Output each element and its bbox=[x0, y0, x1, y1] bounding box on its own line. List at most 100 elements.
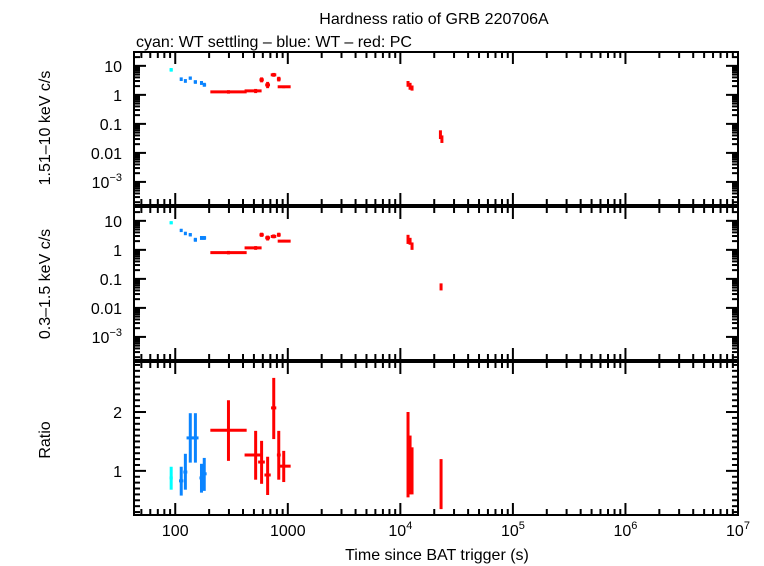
tick-base: 10 bbox=[726, 523, 744, 540]
series-wt_settling bbox=[169, 221, 173, 225]
data-point bbox=[202, 236, 207, 240]
data-point bbox=[183, 231, 187, 236]
tick-base: 0.01 bbox=[91, 301, 122, 318]
y-axis-label-soft: 0.3–1.5 keV c/s bbox=[37, 229, 54, 339]
data-point bbox=[183, 79, 187, 83]
series-pc bbox=[210, 232, 443, 291]
data-point bbox=[259, 77, 264, 83]
tick-exponent: 6 bbox=[631, 520, 637, 532]
x-tick-label: 107 bbox=[726, 520, 750, 540]
data-point bbox=[202, 82, 207, 87]
data-point bbox=[276, 232, 281, 237]
x-tick-label: 100 bbox=[162, 523, 189, 540]
data-point bbox=[193, 237, 197, 242]
data-point bbox=[270, 72, 277, 77]
data-point bbox=[169, 466, 173, 490]
data-point bbox=[210, 400, 247, 461]
data-point bbox=[258, 440, 265, 484]
tick-exponent: 5 bbox=[519, 520, 525, 532]
data-point bbox=[265, 235, 271, 241]
data-point bbox=[188, 76, 192, 80]
data-point bbox=[410, 447, 414, 495]
data-point bbox=[210, 90, 247, 94]
data-point bbox=[271, 377, 277, 440]
data-point bbox=[244, 246, 262, 250]
series-pc bbox=[210, 377, 443, 510]
x-tick-label: 1000 bbox=[270, 523, 306, 540]
data-point bbox=[193, 80, 197, 84]
data-point bbox=[264, 456, 271, 495]
data-point bbox=[439, 283, 443, 291]
y-tick-label: 0.1 bbox=[100, 117, 122, 134]
tick-base: 0.1 bbox=[100, 272, 122, 289]
chart-title: Hardness ratio of GRB 220706A bbox=[319, 11, 549, 28]
data-point bbox=[179, 77, 183, 82]
y-axis-label-ratio: Ratio bbox=[37, 421, 54, 458]
tick-base: 0.01 bbox=[91, 146, 122, 163]
data-point bbox=[408, 237, 412, 245]
series-wt bbox=[179, 76, 207, 87]
y-tick-label: 10 bbox=[104, 59, 122, 76]
data-point bbox=[199, 81, 203, 85]
data-point bbox=[179, 228, 183, 233]
x-tick-label: 104 bbox=[388, 520, 412, 540]
data-point bbox=[259, 232, 264, 237]
y-tick-label: 0.01 bbox=[91, 146, 122, 163]
data-point bbox=[169, 221, 173, 225]
data-point bbox=[202, 457, 207, 491]
data-point bbox=[440, 135, 444, 143]
tick-base: 10 bbox=[613, 523, 631, 540]
data-point bbox=[169, 68, 173, 72]
tick-exponent: −3 bbox=[109, 172, 122, 184]
tick-base: 0.1 bbox=[100, 117, 122, 134]
y-tick-label: 10 bbox=[104, 214, 122, 231]
series-pc bbox=[210, 72, 444, 143]
panel-0: 10 1 0.1 0.01 10−3 bbox=[91, 51, 739, 206]
data-point bbox=[179, 466, 184, 496]
series-wt_settling bbox=[169, 68, 173, 72]
y-tick-label: 1 bbox=[113, 464, 122, 481]
data-point bbox=[277, 239, 291, 243]
tick-base: 100 bbox=[162, 523, 189, 540]
tick-exponent: 7 bbox=[744, 520, 750, 532]
panel-2: 12 bbox=[113, 361, 739, 516]
y-tick-label: 10−3 bbox=[92, 172, 122, 192]
plot-frame bbox=[133, 361, 739, 516]
data-point bbox=[410, 85, 414, 91]
series-wt bbox=[179, 228, 207, 242]
x-tick-label: 106 bbox=[613, 520, 637, 540]
data-point bbox=[210, 250, 247, 255]
panel-1: 10 1 0.1 0.01 10−3 bbox=[91, 206, 739, 361]
data-point bbox=[192, 413, 199, 463]
data-point bbox=[265, 81, 271, 89]
data-point bbox=[244, 88, 262, 94]
data-point bbox=[277, 450, 291, 483]
data-point bbox=[439, 459, 443, 510]
tick-exponent: −3 bbox=[109, 327, 122, 339]
data-point bbox=[276, 430, 281, 480]
plot-frame bbox=[133, 206, 739, 361]
y-axis-label-hard: 1.51–10 keV c/s bbox=[37, 71, 54, 186]
tick-exponent: 4 bbox=[406, 520, 412, 532]
tick-base: 1 bbox=[113, 243, 122, 260]
tick-base: 2 bbox=[113, 405, 122, 422]
tick-base: 10 bbox=[104, 59, 122, 76]
series-wt bbox=[179, 413, 207, 496]
chart-subtitle: cyan: WT settling – blue: WT – red: PC bbox=[136, 34, 412, 51]
y-tick-label: 10−3 bbox=[92, 327, 122, 347]
data-point bbox=[199, 236, 203, 240]
x-axis-label: Time since BAT trigger (s) bbox=[345, 547, 529, 564]
y-tick-label: 1 bbox=[113, 243, 122, 260]
tick-base: 1 bbox=[113, 88, 122, 105]
series-wt_settling bbox=[169, 466, 173, 490]
data-point bbox=[277, 85, 291, 89]
data-point bbox=[276, 76, 281, 82]
y-tick-label: 1 bbox=[113, 88, 122, 105]
tick-base: 1000 bbox=[270, 523, 306, 540]
tick-base: 10 bbox=[388, 523, 406, 540]
y-tick-label: 0.01 bbox=[91, 301, 122, 318]
data-point bbox=[410, 242, 414, 250]
x-tick-label: 105 bbox=[501, 520, 525, 540]
y-tick-label: 0.1 bbox=[100, 272, 122, 289]
